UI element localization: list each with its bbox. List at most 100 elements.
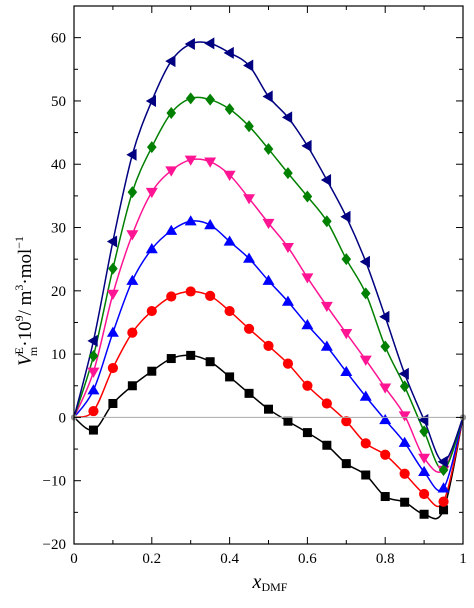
- fit-curve-5: [73, 41, 464, 463]
- square-marker: [186, 350, 196, 360]
- circle-marker: [341, 416, 352, 427]
- y-axis-title-exp-m1: −1: [12, 236, 26, 249]
- triangle-down-marker: [87, 367, 100, 378]
- triangle-down-marker: [106, 289, 119, 300]
- triangle-left-marker: [340, 210, 351, 223]
- square-marker: [264, 404, 273, 414]
- triangle-down-marker: [320, 301, 333, 313]
- triangle-up-marker: [359, 390, 372, 401]
- triangle-left-marker: [437, 455, 448, 468]
- x-tick-label: 0.8: [376, 551, 395, 567]
- y-tick-label: 40: [51, 157, 66, 173]
- triangle-down-marker: [262, 218, 275, 230]
- triangle-up-marker: [204, 218, 217, 230]
- x-axis-title-sub: DMF: [261, 580, 287, 594]
- y-tick-label: 30: [51, 221, 66, 237]
- y-axis-title-exp9: 9: [12, 315, 26, 321]
- square-marker: [88, 425, 98, 435]
- circle-marker: [146, 305, 157, 317]
- circle-marker: [185, 286, 196, 297]
- triangle-left-marker: [379, 310, 390, 323]
- axes: 0 0.2 0.4 0.6 0.8 1 −20 −10 0 10 20 30 40 50 60: [43, 5, 467, 567]
- square-marker: [166, 354, 176, 364]
- square-marker: [439, 505, 449, 515]
- diamond-marker: [399, 380, 410, 393]
- y-tick-label: −20: [43, 537, 66, 553]
- x-tick-label: 0.6: [298, 551, 317, 567]
- triangle-left-marker: [398, 367, 409, 380]
- triangle-down-marker: [379, 383, 392, 394]
- square-marker: [361, 470, 371, 480]
- diamond-marker: [108, 262, 118, 275]
- y-tick-label: −10: [43, 474, 66, 490]
- circle-marker: [399, 468, 410, 479]
- y-tick-label: 0: [59, 410, 67, 426]
- diamond-marker: [263, 143, 274, 156]
- diamond-marker: [419, 425, 429, 438]
- circle-marker: [282, 358, 294, 369]
- y-axis-title-unit: / m: [15, 290, 36, 315]
- triangle-up-marker: [281, 295, 294, 306]
- circle-marker: [107, 362, 118, 374]
- diamond-marker: [127, 186, 138, 199]
- square-marker: [147, 366, 157, 376]
- circle-marker: [88, 405, 99, 417]
- circle-marker: [243, 323, 255, 334]
- diamond-marker: [322, 215, 332, 228]
- x-tick-label: 0.2: [142, 551, 161, 567]
- x-axis-title-main: x: [252, 571, 262, 593]
- triangle-down-marker: [145, 187, 158, 199]
- square-marker: [400, 497, 410, 507]
- triangle-left-marker: [243, 59, 254, 72]
- square-marker: [302, 428, 312, 438]
- triangle-up-marker: [106, 326, 119, 337]
- square-marker: [244, 388, 254, 398]
- triangle-left-marker: [359, 255, 370, 268]
- y-tick-label: 10: [51, 347, 66, 363]
- diamond-marker: [224, 103, 235, 116]
- triangle-down-marker: [184, 155, 197, 166]
- circle-marker: [166, 291, 177, 302]
- circle-marker: [438, 496, 449, 507]
- triangle-left-marker: [204, 37, 215, 50]
- square-marker: [419, 509, 429, 519]
- diamond-marker: [438, 463, 449, 476]
- y-tick-label: 60: [51, 31, 66, 47]
- triangle-up-marker: [126, 274, 139, 285]
- triangle-up-marker: [145, 243, 158, 254]
- triangle-down-marker: [165, 166, 178, 177]
- square-marker: [341, 459, 351, 469]
- triangle-left-marker: [320, 174, 332, 187]
- square-marker: [283, 416, 293, 426]
- y-axis-title-sup-e: E: [12, 347, 26, 354]
- triangle-left-marker: [184, 37, 195, 50]
- circle-marker: [360, 438, 371, 449]
- circle-marker: [263, 340, 274, 351]
- square-marker: [322, 440, 332, 450]
- triangle-down-marker: [359, 355, 372, 366]
- diamond-marker: [302, 190, 313, 203]
- triangle-left-marker: [281, 111, 293, 124]
- triangle-left-marker: [126, 148, 137, 161]
- x-axis-title: xDMF: [252, 571, 288, 594]
- axis-titles: xDMF VEm·109/ m3·mol−1: [12, 236, 288, 594]
- triangle-up-marker: [320, 340, 333, 351]
- triangle-down-marker: [340, 329, 353, 340]
- triangle-down-marker: [281, 242, 294, 254]
- triangle-down-marker: [418, 453, 431, 464]
- triangle-left-marker: [165, 55, 176, 68]
- y-axis-title-exp3: 3: [12, 285, 26, 291]
- square-marker: [380, 492, 390, 502]
- triangle-up-marker: [398, 436, 411, 447]
- diamond-marker: [341, 253, 352, 266]
- triangle-left-marker: [106, 235, 118, 248]
- diamond-marker: [244, 120, 254, 133]
- triangle-up-marker: [301, 319, 314, 330]
- triangle-up-marker: [437, 482, 450, 493]
- triangle-up-marker: [223, 235, 236, 246]
- square-marker: [205, 357, 215, 367]
- circle-marker: [380, 449, 391, 460]
- triangle-down-marker: [243, 194, 256, 205]
